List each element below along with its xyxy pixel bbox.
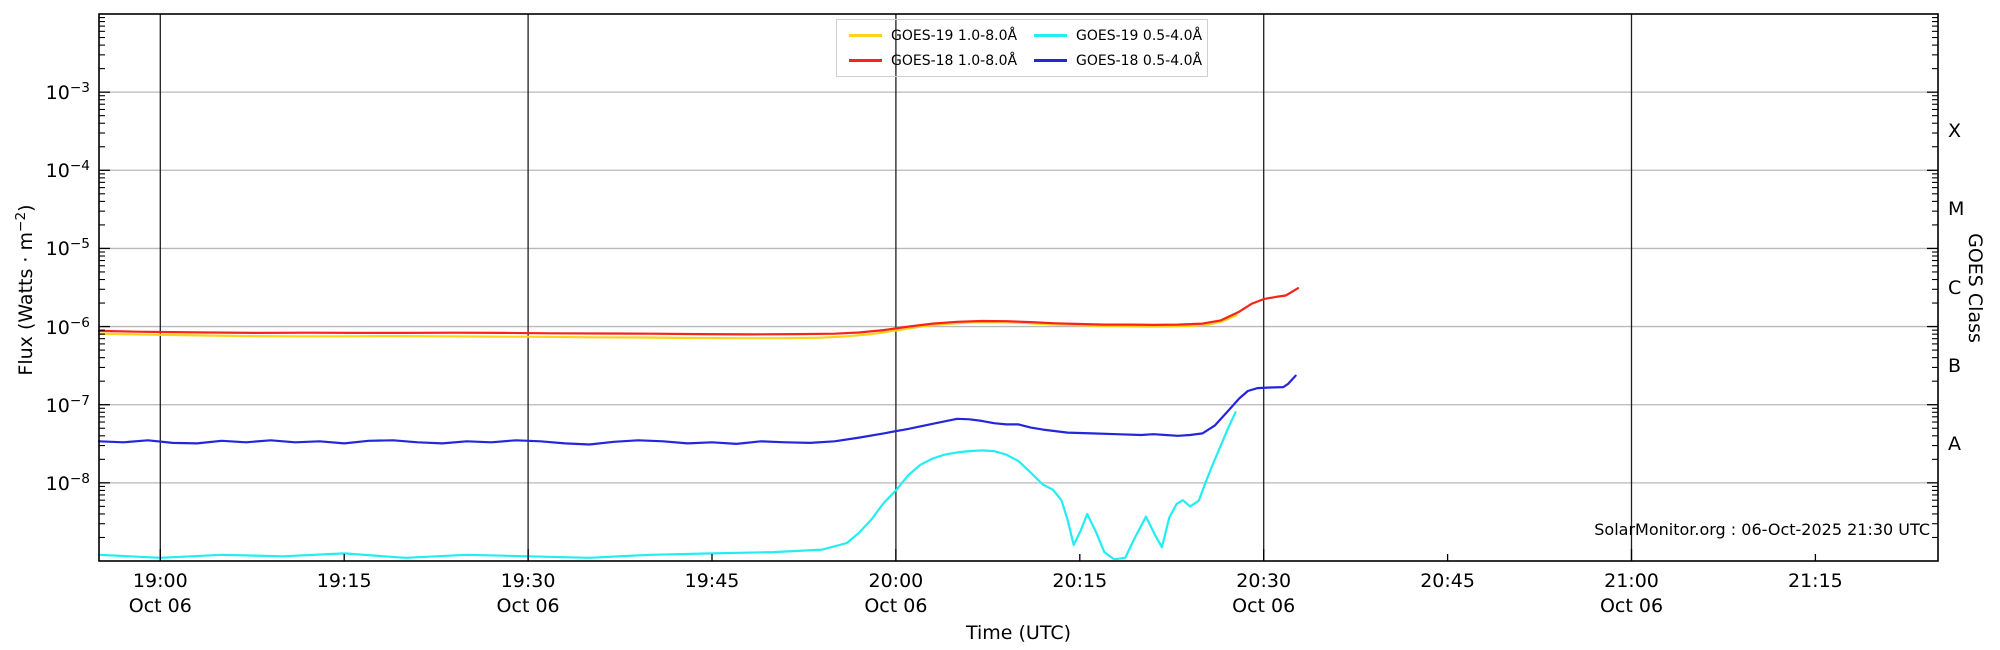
goes-class-label-c: C bbox=[1948, 276, 1962, 299]
goes-class-label-b: B bbox=[1948, 354, 1962, 377]
x-tick-date-label: Oct 06 bbox=[1599, 595, 1664, 617]
legend-label: GOES-18 1.0-8.0Å bbox=[891, 52, 1018, 69]
x-tick-date-label: Oct 06 bbox=[1232, 595, 1296, 617]
y-tick-label: 10−4 bbox=[45, 158, 90, 183]
x-tick-label: 19:00 bbox=[132, 570, 188, 592]
series-line-goes-19-1-0-8-0- bbox=[97, 314, 1238, 340]
goes-class-label-x: X bbox=[1948, 120, 1962, 143]
series-line-goes-19-0-5-4-0- bbox=[97, 411, 1237, 561]
series-line-goes-18-1-0-8-0- bbox=[97, 287, 1300, 336]
legend-item: GOES-19 1.0-8.0Å bbox=[849, 25, 1034, 47]
legend-item: GOES-18 1.0-8.0Å bbox=[849, 50, 1034, 72]
legend: GOES-19 1.0-8.0Å GOES-19 0.5-4.0Å GOES-18 … bbox=[836, 19, 1208, 77]
legend-item: GOES-18 0.5-4.0Å bbox=[1034, 50, 1215, 72]
legend-line-swatch bbox=[1034, 59, 1067, 62]
y-tick-label: 10−7 bbox=[45, 392, 90, 417]
y-tick-label: 10−6 bbox=[45, 314, 90, 339]
goes-class-label-a: A bbox=[1948, 432, 1961, 455]
y-tick-label: 10−5 bbox=[45, 236, 90, 261]
legend-item: GOES-19 0.5-4.0Å bbox=[1034, 25, 1215, 47]
x-tick-label: 20:45 bbox=[1420, 570, 1475, 592]
x-axis-title: Time (UTC) bbox=[965, 622, 1072, 644]
series-line-goes-18-0-5-4-0- bbox=[97, 374, 1297, 446]
x-tick-date-label: Oct 06 bbox=[128, 595, 192, 617]
x-tick-label: 19:15 bbox=[316, 570, 372, 592]
x-tick-label: 19:30 bbox=[500, 570, 556, 592]
legend-label: GOES-19 1.0-8.0Å bbox=[891, 27, 1018, 44]
legend-label: GOES-18 0.5-4.0Å bbox=[1076, 52, 1203, 69]
x-tick-label: 20:15 bbox=[1052, 570, 1108, 592]
x-tick-label: 21:00 bbox=[1604, 570, 1659, 592]
x-tick-label: 20:30 bbox=[1236, 570, 1292, 592]
legend-line-swatch bbox=[849, 34, 882, 37]
legend-line-swatch bbox=[849, 59, 882, 62]
legend-line-swatch bbox=[1034, 34, 1067, 37]
y-axis-title-goes-class: GOES Class bbox=[1964, 232, 1986, 343]
x-tick-date-label: Oct 06 bbox=[864, 595, 928, 617]
plot-border bbox=[98, 13, 1939, 562]
x-tick-label: 20:00 bbox=[868, 570, 924, 592]
y-axis-title-flux: Flux (Watts · m−2) bbox=[12, 203, 38, 376]
x-tick-date-label: Oct 06 bbox=[496, 595, 560, 617]
y-tick-label: 10−8 bbox=[45, 470, 90, 496]
x-tick-label: 19:45 bbox=[684, 570, 740, 592]
y-tick-label: 10−3 bbox=[45, 79, 90, 105]
legend-label: GOES-19 0.5-4.0Å bbox=[1076, 27, 1203, 44]
x-tick-label: 21:15 bbox=[1788, 570, 1843, 592]
solarmonitor-timestamp: SolarMonitor.org : 06-Oct-2025 21:30 UTC bbox=[1594, 520, 1930, 539]
goes-class-label-m: M bbox=[1948, 198, 1965, 221]
